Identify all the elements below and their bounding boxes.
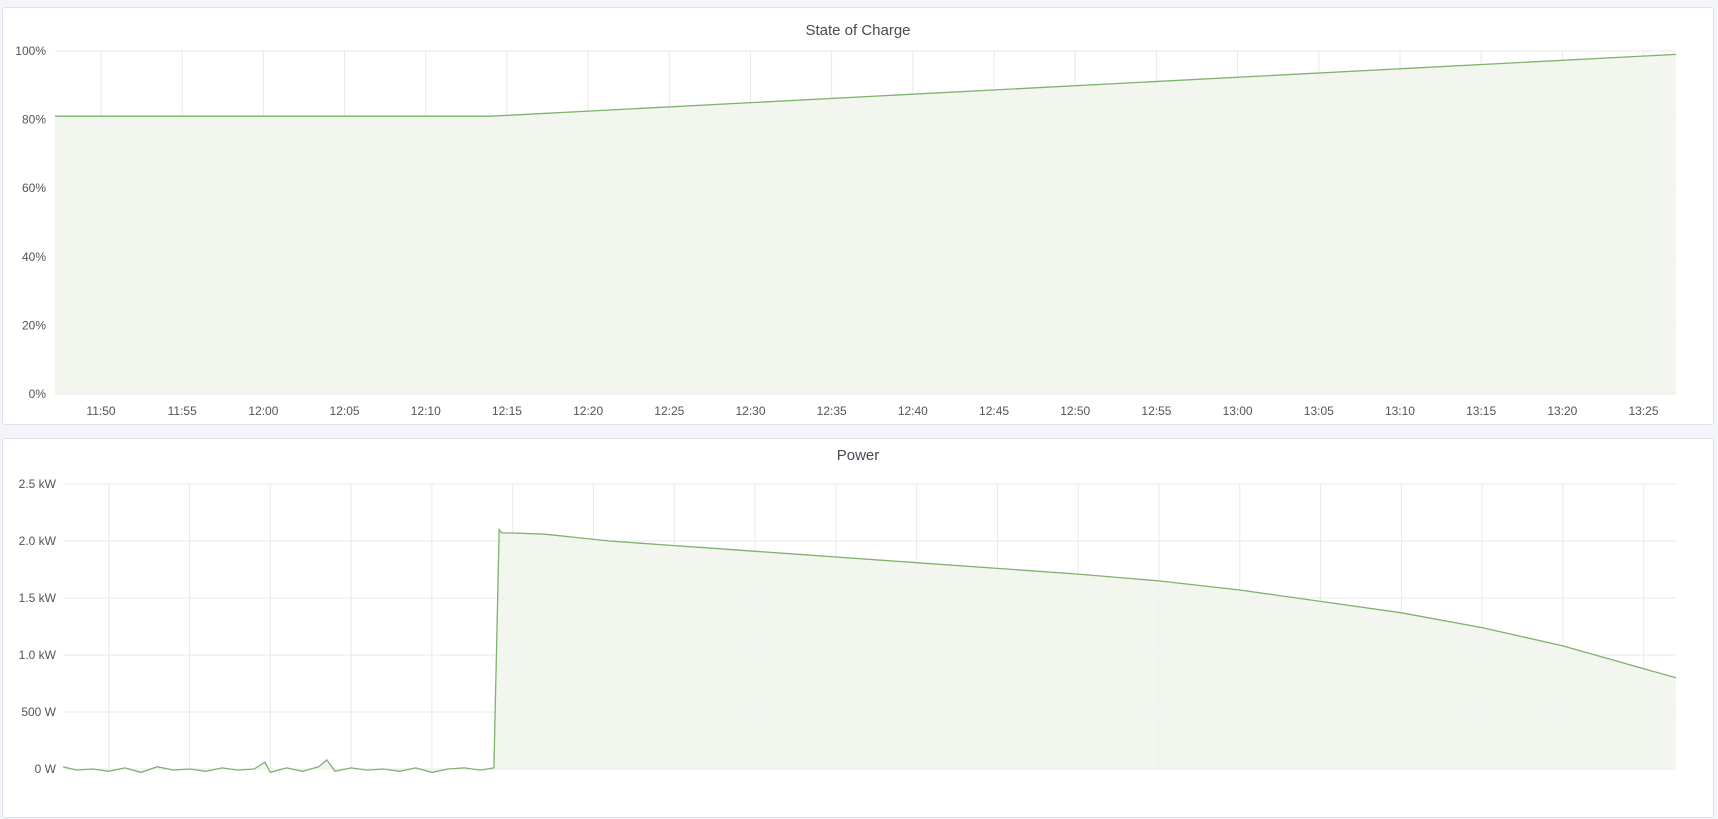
series-line — [55, 53, 1677, 117]
y-tick-label: 0 W — [35, 762, 57, 776]
y-tick-label: 1.0 kW — [19, 648, 57, 662]
state-of-charge-panel: State of Charge 0% 20% 40% 60% 80% 100% 11:50 1… — [2, 7, 1714, 425]
panel-title: Power — [836, 447, 880, 464]
y-tick-label: 20% — [22, 318, 46, 332]
x-tick-label: 12:30 — [735, 404, 765, 418]
x-tick-label: 11:55 — [168, 404, 197, 418]
y-tick-label: 80% — [22, 113, 46, 127]
x-tick-label: 12:40 — [898, 404, 928, 418]
x-tick-label: 12:25 — [654, 404, 684, 418]
y-tick-label: 100% — [15, 44, 46, 58]
x-tick-label: 12:00 — [248, 404, 278, 418]
x-tick-label: 13:15 — [1466, 404, 1496, 418]
series-area — [55, 54, 1676, 395]
x-tick-label: 13:20 — [1547, 404, 1577, 418]
x-tick-label: 11:50 — [86, 404, 115, 418]
y-tick-label: 500 W — [21, 705, 56, 719]
power-panel: Power 0 W 500 W 1.0 kW 1.5 kW 2.0 kW 2.5 kW — [2, 438, 1714, 818]
x-tick-label: 13:25 — [1629, 404, 1659, 418]
x-tick-label: 12:35 — [817, 404, 847, 418]
panel-title: State of Charge — [805, 22, 911, 39]
x-tick-label: 12:20 — [573, 404, 603, 418]
x-tick-label: 12:50 — [1060, 404, 1090, 418]
x-tick-label: 13:00 — [1223, 404, 1253, 418]
y-tick-label: 2.0 kW — [19, 534, 57, 548]
x-tick-label: 12:05 — [330, 404, 360, 418]
y-tick-label: 40% — [22, 250, 46, 264]
state-of-charge-chart: 0% 20% 40% 60% 80% 100% 11:50 11:55 12:00 12:05 12… — [15, 44, 1677, 418]
series-line — [62, 527, 1677, 774]
x-tick-label: 12:55 — [1141, 404, 1171, 418]
x-tick-label: 13:10 — [1385, 404, 1415, 418]
x-tick-label: 13:05 — [1304, 404, 1334, 418]
x-tick-label: 12:45 — [979, 404, 1009, 418]
y-tick-label: 1.5 kW — [19, 591, 57, 605]
x-tick-label: 12:15 — [492, 404, 522, 418]
x-tick-label: 12:10 — [411, 404, 441, 418]
y-tick-label: 0% — [29, 387, 47, 401]
y-tick-label: 60% — [22, 181, 46, 195]
series-area — [63, 529, 1676, 773]
power-chart: 0 W 500 W 1.0 kW 1.5 kW 2.0 kW 2.5 kW — [19, 477, 1677, 776]
y-tick-label: 2.5 kW — [19, 477, 57, 491]
